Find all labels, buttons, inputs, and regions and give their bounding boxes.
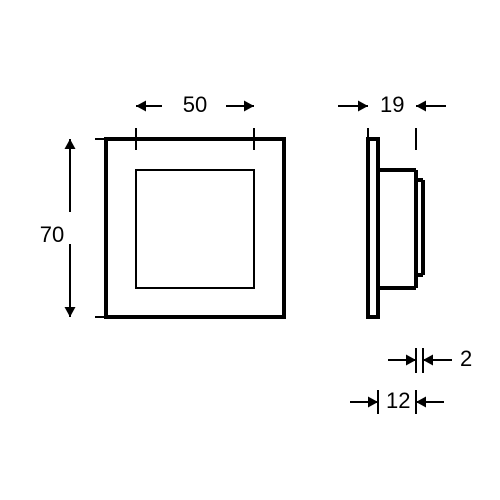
dim-19: 19	[380, 92, 404, 117]
dim-2: 2	[460, 346, 472, 371]
dim-12: 12	[386, 388, 410, 413]
dim-70: 70	[40, 222, 64, 247]
dim-50: 50	[183, 92, 207, 117]
